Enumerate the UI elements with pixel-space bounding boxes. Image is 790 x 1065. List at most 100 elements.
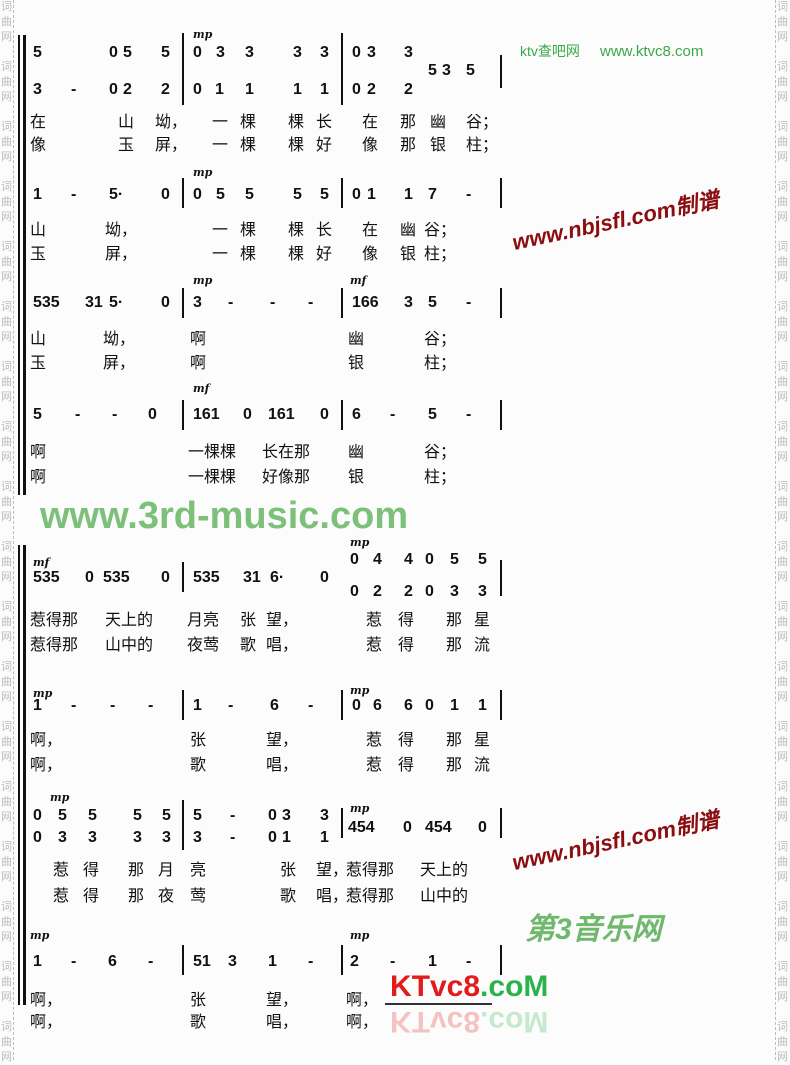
jianpu-note: 2 (404, 81, 413, 98)
bar-line (341, 690, 343, 720)
side-watermark: 词曲网 (777, 901, 788, 943)
lyric-syllable: 唱， (316, 886, 349, 905)
lyric-syllable: 棵 (288, 220, 305, 239)
jianpu-note: - (230, 807, 236, 824)
bar-line (341, 288, 343, 318)
lyric-syllable: 亮 (190, 860, 207, 879)
lyric-syllable: 那 (128, 886, 145, 905)
lyric-syllable: 柱； (424, 244, 457, 263)
jianpu-note: 5 (245, 186, 254, 203)
jianpu-note: - (75, 406, 81, 423)
lyric-syllable: 好 (316, 135, 333, 154)
lyric-syllable: 惹得那 (30, 610, 79, 629)
jianpu-note: 535 (33, 569, 60, 586)
system-bracket (18, 35, 26, 495)
lyric-syllable: 屏， (103, 353, 136, 372)
jianpu-note: 0 (109, 81, 118, 98)
jianpu-note: 0 (33, 829, 42, 846)
jianpu-note: 51 (193, 953, 211, 970)
jianpu-note: 1 (33, 186, 42, 203)
dynamic-marking: mp (50, 791, 70, 804)
lyric-syllable: 谷； (424, 329, 457, 348)
jianpu-note: - (71, 81, 77, 98)
jianpu-note: 454 (425, 819, 452, 836)
lyric-syllable: 啊 (190, 329, 207, 348)
lyric-syllable: 山 (30, 220, 47, 239)
lyric-syllable: 歌 (190, 1012, 207, 1031)
lyric-syllable: 啊， (346, 990, 379, 1009)
jianpu-note: 3 (442, 62, 451, 79)
lyric-syllable: 望， (266, 730, 299, 749)
lyric-syllable: 坳， (155, 112, 188, 131)
jianpu-note: 4 (404, 551, 413, 568)
lyric-syllable: 柱； (466, 135, 499, 154)
jianpu-note: 0 (268, 807, 277, 824)
jianpu-note: 3 (33, 81, 42, 98)
lyric-syllable: 谷； (424, 220, 457, 239)
jianpu-note: - (71, 953, 77, 970)
lyric-syllable: 坳， (103, 329, 136, 348)
side-watermark: 词曲网 (1, 661, 12, 703)
jianpu-note: - (466, 953, 472, 970)
jianpu-note: 1 (293, 81, 302, 98)
jianpu-note: 166 (352, 294, 379, 311)
jianpu-note: 0 (352, 44, 361, 61)
lyric-syllable: 屏， (105, 244, 138, 263)
jianpu-note: 0 (350, 551, 359, 568)
lyric-syllable: 得 (398, 610, 415, 629)
jianpu-note: 5 (88, 807, 97, 824)
jianpu-note: 0 (161, 294, 170, 311)
lyric-syllable: 惹 (53, 886, 70, 905)
jianpu-note: 0 (148, 406, 157, 423)
jianpu-note: 0 (425, 583, 434, 600)
jianpu-note: 1 (33, 697, 42, 714)
jianpu-note: 0 (352, 81, 361, 98)
side-watermark: 词曲网 (1, 601, 12, 643)
bar-line (341, 400, 343, 430)
jianpu-note: 5 (466, 62, 475, 79)
jianpu-note: 0 (320, 569, 329, 586)
lyric-syllable: 张 (280, 860, 297, 879)
side-watermark: 词曲网 (777, 121, 788, 163)
jianpu-note: 3 (162, 829, 171, 846)
side-watermark: 词曲网 (777, 961, 788, 1003)
lyric-syllable: 像 (362, 135, 379, 154)
jianpu-note: 0 (350, 583, 359, 600)
jianpu-note: 0 (161, 186, 170, 203)
jianpu-note: 0 (425, 697, 434, 714)
side-watermark: 词曲网 (777, 361, 788, 403)
side-watermark: 词曲网 (1, 421, 12, 463)
jianpu-note: 5 (193, 807, 202, 824)
bar-line (341, 178, 343, 208)
lyric-syllable: 那 (400, 135, 417, 154)
jianpu-note: 535 (103, 569, 130, 586)
lyric-syllable: 像 (30, 135, 47, 154)
bar-line (182, 562, 184, 592)
lyric-syllable: 唱， (266, 1012, 299, 1031)
jianpu-note: 0 (352, 697, 361, 714)
lyric-syllable: 银 (348, 467, 365, 486)
jianpu-note: 7 (428, 186, 437, 203)
jianpu-note: 5 (216, 186, 225, 203)
lyric-syllable: 得 (83, 886, 100, 905)
jianpu-note: 1 (282, 829, 291, 846)
lyric-syllable: 惹得那 (346, 886, 395, 905)
dynamic-marking: mf (193, 382, 210, 395)
system-bracket (18, 545, 26, 1005)
jianpu-note: - (390, 953, 396, 970)
bar-line (500, 560, 502, 596)
lyric-syllable: 棵 (240, 112, 257, 131)
jianpu-note: 1 (320, 81, 329, 98)
side-watermark: 词曲网 (777, 781, 788, 823)
lyric-syllable: 柱； (424, 353, 457, 372)
bar-line (182, 178, 184, 208)
jianpu-note: 0 (268, 829, 277, 846)
side-watermark: 词曲网 (1, 361, 12, 403)
lyric-syllable: 得 (398, 755, 415, 774)
lyric-syllable: 那 (446, 635, 463, 654)
jianpu-note: - (466, 294, 472, 311)
jianpu-note: 3 (293, 44, 302, 61)
jianpu-note: - (148, 697, 154, 714)
margin-line-right (775, 0, 776, 1060)
jianpu-note: - (112, 406, 118, 423)
